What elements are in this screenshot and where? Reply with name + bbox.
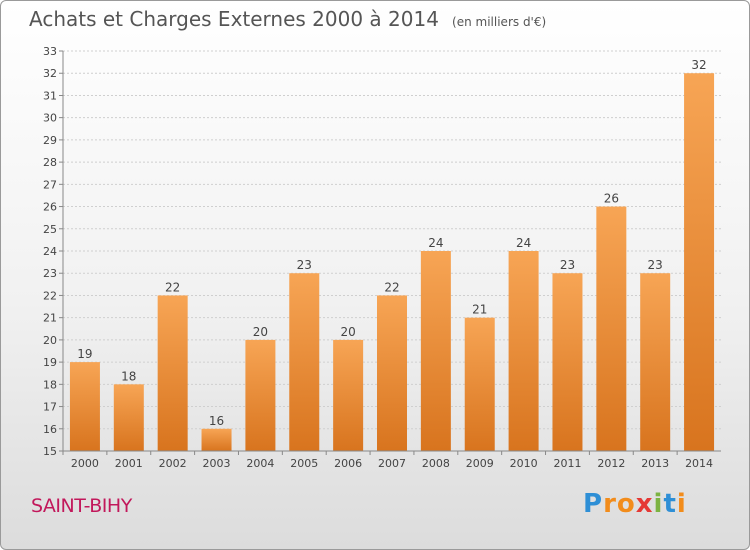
chart-title-block: Achats et Charges Externes 2000 à 2014 (… <box>29 7 546 31</box>
logo-letter: i <box>653 489 664 519</box>
bar <box>377 295 407 451</box>
bar-value-label: 20 <box>340 325 355 339</box>
x-tick-label: 2000 <box>71 457 99 470</box>
y-tick-label: 15 <box>43 445 57 458</box>
y-tick-label: 31 <box>43 89 57 102</box>
bar-value-label: 19 <box>77 347 92 361</box>
bar-value-label: 22 <box>165 280 180 294</box>
y-tick-label: 25 <box>43 223 57 236</box>
x-tick-label: 2003 <box>203 457 231 470</box>
y-tick-label: 18 <box>43 378 57 391</box>
bar-value-label: 21 <box>472 303 487 317</box>
y-tick-label: 16 <box>43 423 57 436</box>
proxiti-logo[interactable]: Proxiti <box>583 489 687 519</box>
bar <box>157 295 188 451</box>
logo-letter: P <box>583 489 604 519</box>
y-tick-label: 17 <box>43 401 57 414</box>
bar <box>245 339 276 451</box>
bar <box>420 251 451 451</box>
bar-value-label: 23 <box>648 258 663 272</box>
logo-letter: o <box>616 489 636 519</box>
chart-unit: (en milliers d'€) <box>452 15 547 29</box>
y-tick-label: 20 <box>43 334 57 347</box>
logo-letter: x <box>635 489 654 519</box>
bar-value-label: 16 <box>209 414 224 428</box>
y-tick-label: 22 <box>43 289 57 302</box>
y-tick-label: 23 <box>43 267 57 280</box>
bar-value-label: 18 <box>121 369 136 383</box>
x-tick-label: 2012 <box>597 457 625 470</box>
logo-letter: i <box>676 489 687 519</box>
y-axis-ticks: 15 16 17 18 19 20 21 22 23 24 25 26 27 28 29 30 31 32 33 <box>43 45 63 458</box>
bar <box>69 362 100 451</box>
bar <box>552 273 583 451</box>
chart-title: Achats et Charges Externes 2000 à 2014 <box>29 7 439 31</box>
x-tick-label: 2011 <box>553 457 581 470</box>
x-tick-label: 2002 <box>159 457 187 470</box>
bar <box>596 206 627 451</box>
logo-letter: r <box>603 489 617 519</box>
x-tick-label: 2010 <box>510 457 538 470</box>
bar <box>684 73 715 451</box>
x-tick-label: 2005 <box>290 457 318 470</box>
x-tick-label: 2009 <box>466 457 494 470</box>
bar <box>508 251 539 451</box>
logo-letter: t <box>663 489 677 519</box>
x-tick-label: 2004 <box>246 457 274 470</box>
y-tick-label: 19 <box>43 356 57 369</box>
bar-value-label: 23 <box>297 258 312 272</box>
y-tick-label: 32 <box>43 67 57 80</box>
bar-value-label: 32 <box>691 58 706 72</box>
commune-name: SAINT-BIHY <box>31 495 132 517</box>
y-tick-label: 27 <box>43 178 57 191</box>
y-tick-label: 29 <box>43 134 57 147</box>
bar-value-labels: 19 18 22 16 20 23 20 22 24 21 24 23 26 23 32 <box>77 58 706 428</box>
x-tick-label: 2001 <box>115 457 143 470</box>
bar-value-label: 26 <box>604 192 619 206</box>
bar-value-label: 24 <box>428 236 443 250</box>
bar <box>464 317 495 451</box>
x-axis-ticks: 2000 2001 2002 2003 2004 2005 2006 2007 2008 2009… <box>62 451 713 470</box>
bar-value-label: 20 <box>253 325 268 339</box>
bar <box>289 273 320 451</box>
x-tick-label: 2013 <box>641 457 669 470</box>
bar <box>640 273 671 451</box>
bar-value-label: 22 <box>384 280 399 294</box>
y-tick-label: 26 <box>43 201 57 214</box>
x-tick-label: 2008 <box>422 457 450 470</box>
y-tick-label: 33 <box>43 45 57 58</box>
bar-value-label: 23 <box>560 258 575 272</box>
y-tick-label: 24 <box>43 245 57 258</box>
bar <box>113 384 144 451</box>
x-tick-label: 2006 <box>334 457 362 470</box>
y-tick-label: 30 <box>43 112 57 125</box>
bars <box>69 73 715 451</box>
bar <box>201 428 232 451</box>
y-tick-label: 28 <box>43 156 57 169</box>
bar <box>333 339 364 451</box>
x-tick-label: 2007 <box>378 457 406 470</box>
bar-value-label: 24 <box>516 236 531 250</box>
x-tick-label: 2014 <box>685 457 713 470</box>
y-tick-label: 21 <box>43 312 57 325</box>
